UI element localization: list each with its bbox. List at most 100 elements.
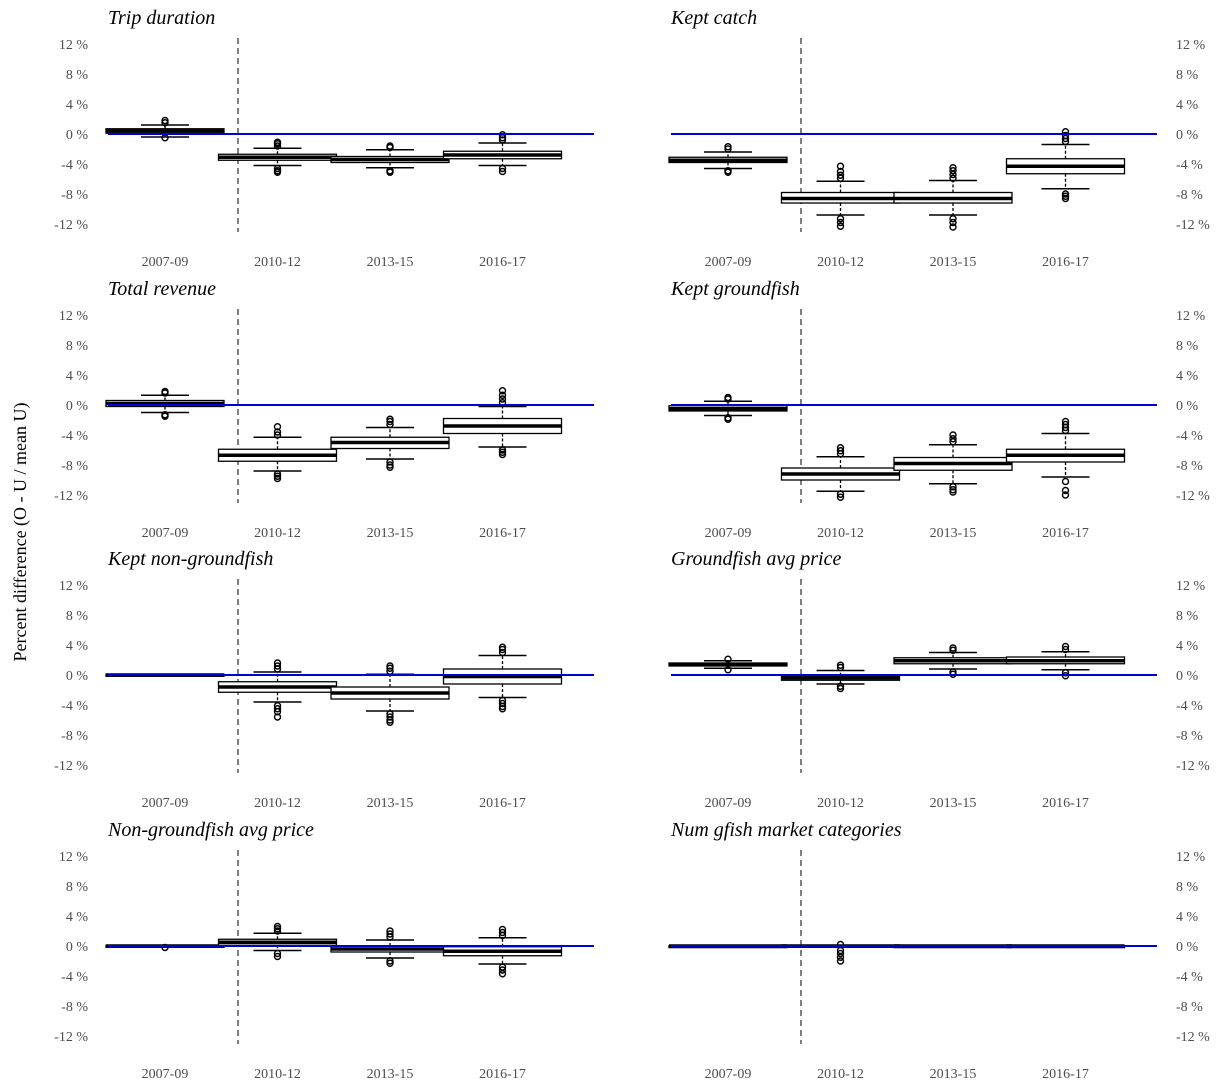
outlier-point: [273, 428, 282, 436]
y-tick-label: 4 %: [1176, 369, 1199, 384]
outlier-point: [1061, 194, 1070, 203]
y-tick-label: -4 %: [61, 699, 88, 714]
outlier-point: [273, 662, 282, 670]
outlier-point: [498, 705, 507, 713]
outlier-point: [836, 661, 845, 669]
y-tick-label: -8 %: [61, 729, 88, 744]
box-2013-15: [893, 644, 1013, 678]
outlier-point: [949, 488, 957, 496]
box-2007-09: [668, 143, 788, 176]
outlier-point: [836, 215, 845, 223]
box-2010-12: [217, 659, 338, 721]
panel-title: Num gfish market categories: [670, 819, 902, 841]
box-2013-15: [330, 927, 450, 967]
x-tick-label: 2016-17: [479, 526, 526, 541]
outlier-point: [273, 708, 282, 716]
outlier-point: [836, 663, 845, 672]
y-tick-label: 8 %: [66, 68, 89, 83]
x-tick-label: 2007-09: [705, 796, 752, 811]
outlier-point: [949, 435, 957, 443]
outlier-point: [273, 138, 282, 146]
outlier-point: [724, 168, 732, 176]
box-2010-12: [780, 661, 901, 693]
outlier-point: [161, 943, 169, 952]
x-tick-label: 2007-09: [142, 1067, 189, 1082]
outlier-point: [836, 957, 845, 965]
outlier-point: [724, 143, 732, 151]
x-tick-label: 2013-15: [367, 526, 414, 541]
y-tick-label: -4 %: [61, 158, 88, 173]
y-tick-label: -4 %: [1176, 429, 1203, 444]
outlier-point: [1061, 192, 1070, 200]
outlier-point: [724, 393, 732, 402]
y-tick-label: 0 %: [66, 399, 89, 414]
outlier-point: [386, 713, 394, 721]
x-tick-label: 2010-12: [817, 1067, 864, 1082]
y-tick-label: 4 %: [66, 369, 89, 384]
y-tick-label: 8 %: [66, 880, 89, 895]
y-tick-label: 0 %: [1176, 669, 1199, 684]
x-tick-label: 2016-17: [479, 796, 526, 811]
y-tick-label: -12 %: [1176, 759, 1210, 774]
outlier-point: [273, 949, 282, 958]
outlier-point: [1061, 417, 1070, 426]
outlier-point: [273, 431, 282, 439]
box-2007-09: [105, 116, 225, 142]
outlier-point: [949, 646, 957, 654]
y-tick-label: 4 %: [1176, 910, 1199, 925]
outlier-point: [1061, 491, 1070, 499]
y-tick-label: 4 %: [66, 639, 89, 654]
y-tick-label: 0 %: [1176, 399, 1199, 414]
outlier-point: [1061, 645, 1070, 654]
box-2010-12: [217, 922, 338, 961]
x-tick-label: 2010-12: [254, 796, 301, 811]
outlier-point: [498, 448, 507, 456]
panel-7: Non-groundfish avg price 12 % 8 % 4 % 0 % -4 …: [54, 819, 594, 1082]
box-2016-17: [442, 131, 563, 176]
x-tick-label: 2010-12: [817, 796, 864, 811]
y-tick-label: -12 %: [54, 489, 88, 504]
y-tick-label: 12 %: [1176, 850, 1206, 865]
outlier-point: [949, 215, 957, 223]
outlier-point: [273, 470, 282, 478]
panel-8: Num gfish market categories 12 % 8 % 4 % 0 %…: [668, 819, 1210, 1082]
outlier-point: [386, 415, 394, 423]
outlier-point: [161, 116, 169, 125]
panel-title: Kept groundfish: [670, 278, 800, 300]
box-2010-12: [780, 162, 901, 230]
y-tick-label: -8 %: [1176, 459, 1203, 474]
outlier-point: [836, 447, 845, 455]
outlier-point: [273, 927, 282, 935]
outlier-point: [836, 171, 845, 179]
outlier-point: [273, 472, 282, 480]
y-tick-label: 4 %: [66, 98, 89, 113]
box-2016-17: [442, 643, 563, 713]
y-tick-label: 0 %: [66, 128, 89, 143]
outlier-point: [836, 222, 845, 230]
outlier-point: [498, 966, 507, 974]
outlier-point: [724, 655, 732, 663]
y-tick-label: 8 %: [1176, 609, 1199, 624]
x-tick-label: 2013-15: [367, 796, 414, 811]
x-tick-label: 2010-12: [254, 255, 301, 270]
outlier-point: [273, 925, 282, 933]
outlier-point: [836, 490, 845, 498]
outlier-point: [724, 666, 732, 674]
outlier-point: [273, 168, 282, 176]
x-tick-label: 2007-09: [705, 255, 752, 270]
x-tick-label: 2016-17: [1042, 526, 1089, 541]
outlier-point: [386, 142, 394, 150]
outlier-point: [836, 174, 845, 182]
y-tick-label: -12 %: [54, 759, 88, 774]
y-tick-label: 4 %: [1176, 98, 1199, 113]
outlier-point: [949, 167, 957, 175]
x-tick-label: 2007-09: [142, 796, 189, 811]
panel-3: Total revenue 12 % 8 % 4 % 0 % -4 % -8 % -12 % 2…: [54, 278, 594, 541]
outlier-point: [386, 417, 394, 426]
panel-6: Groundfish avg price 12 % 8 % 4 % 0 % -4 % -8 …: [668, 548, 1210, 811]
outlier-point: [498, 699, 507, 708]
outlier-point: [386, 463, 394, 471]
x-tick-label: 2016-17: [479, 1067, 526, 1082]
y-tick-label: 12 %: [59, 850, 89, 865]
